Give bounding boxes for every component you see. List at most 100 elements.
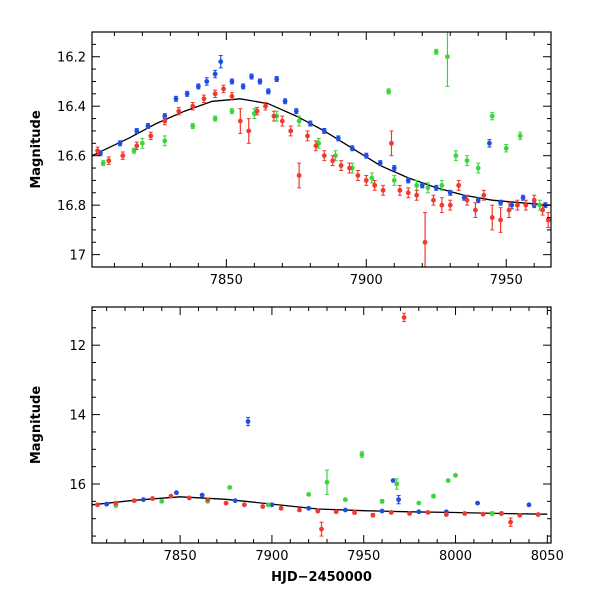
- data-point: [201, 96, 207, 102]
- data-point: [319, 526, 324, 532]
- data-point: [498, 200, 504, 206]
- data-point: [517, 512, 523, 518]
- y-tick-label: 16: [69, 478, 86, 493]
- data-point: [342, 497, 348, 503]
- data-point: [456, 182, 462, 188]
- data-point: [388, 510, 394, 515]
- x-tick-label: 8000: [439, 549, 472, 564]
- data-point: [414, 182, 420, 188]
- data-point: [473, 207, 478, 213]
- data-point: [229, 93, 235, 99]
- data-point: [359, 452, 365, 457]
- data-point: [347, 165, 352, 171]
- data-point: [306, 505, 312, 511]
- y-tick-label: 12: [69, 339, 86, 354]
- data-point: [431, 493, 436, 499]
- data-point: [131, 498, 137, 504]
- data-point: [401, 315, 407, 320]
- data-point: [278, 505, 284, 511]
- data-point: [186, 495, 192, 501]
- x-axis-title: HJD−2450000: [271, 570, 372, 585]
- data-point: [349, 145, 355, 151]
- panel-top: 7850 7900 7950 16.2 16.4 16.6 16.8 17 Magnitude: [29, 31, 552, 288]
- data-point: [141, 497, 146, 503]
- data-point: [229, 79, 235, 84]
- data-point: [330, 158, 336, 164]
- data-point: [117, 140, 123, 146]
- data-point: [390, 478, 396, 483]
- data-point: [269, 502, 275, 508]
- data-point: [405, 190, 411, 196]
- x-tick-label: 7900: [255, 549, 288, 564]
- data-point: [425, 510, 431, 515]
- data-point: [545, 217, 551, 223]
- data-point: [134, 128, 140, 134]
- data-point: [145, 123, 151, 129]
- data-point: [104, 501, 110, 507]
- data-point: [391, 165, 397, 171]
- data-point: [113, 500, 119, 506]
- data-point: [265, 88, 271, 94]
- plot-frame: [91, 31, 552, 268]
- data-point: [520, 195, 526, 201]
- data-point: [391, 178, 397, 183]
- data-point: [288, 128, 294, 134]
- data-point: [480, 511, 486, 517]
- panel-bottom: 7850 7900 7950 8000 8050 12 14 16 Magnitude HJD−2…: [29, 306, 564, 585]
- data-point: [433, 185, 439, 191]
- data-point: [439, 182, 445, 188]
- data-point: [342, 507, 348, 513]
- data-point: [159, 498, 165, 504]
- data-point: [523, 202, 529, 208]
- data-point: [475, 165, 481, 171]
- data-point: [389, 140, 394, 146]
- data-point: [279, 118, 285, 124]
- data-point: [363, 178, 369, 183]
- data-point: [199, 492, 205, 498]
- data-point: [515, 202, 520, 208]
- y-tick-label: 16.4: [57, 100, 86, 115]
- data-point: [405, 178, 411, 183]
- data-point: [333, 153, 338, 159]
- data-point: [498, 217, 504, 223]
- data-point: [134, 143, 140, 149]
- data-point: [535, 512, 541, 517]
- y-tick-label: 14: [69, 409, 86, 424]
- data-point: [481, 192, 487, 198]
- data-point: [229, 108, 235, 114]
- data-point: [394, 481, 400, 487]
- data-point: [184, 91, 190, 97]
- data-point: [218, 59, 224, 65]
- data-point: [100, 160, 106, 166]
- y-axis-title: Magnitude: [29, 110, 44, 189]
- series-2: [95, 312, 541, 537]
- data-point: [176, 108, 182, 114]
- data-point: [313, 143, 319, 149]
- model-curve: [91, 98, 552, 206]
- y-tick-label: 16.2: [57, 51, 86, 66]
- data-point: [445, 54, 450, 60]
- data-point: [212, 91, 218, 97]
- data-point: [174, 490, 179, 496]
- data-point: [321, 128, 327, 134]
- x-tick-label: 7850: [164, 549, 197, 564]
- data-point: [531, 197, 537, 203]
- y-tick-label: 16.8: [57, 199, 86, 214]
- data-point: [475, 500, 480, 506]
- data-point: [333, 509, 339, 515]
- data-point: [260, 504, 266, 509]
- data-point: [263, 103, 268, 109]
- data-point: [306, 492, 312, 497]
- data-point: [162, 138, 168, 144]
- data-point: [204, 79, 210, 84]
- plot-frame: [91, 306, 552, 544]
- data-point: [257, 79, 263, 84]
- data-point: [249, 74, 254, 79]
- data-point: [274, 76, 280, 82]
- data-point: [296, 118, 302, 124]
- data-point: [506, 207, 512, 213]
- data-point: [120, 153, 126, 159]
- data-point: [205, 497, 211, 503]
- series-0: [104, 416, 532, 516]
